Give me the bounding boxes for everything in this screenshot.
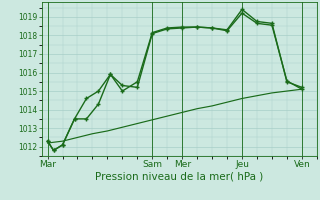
- X-axis label: Pression niveau de la mer( hPa ): Pression niveau de la mer( hPa ): [95, 172, 263, 182]
